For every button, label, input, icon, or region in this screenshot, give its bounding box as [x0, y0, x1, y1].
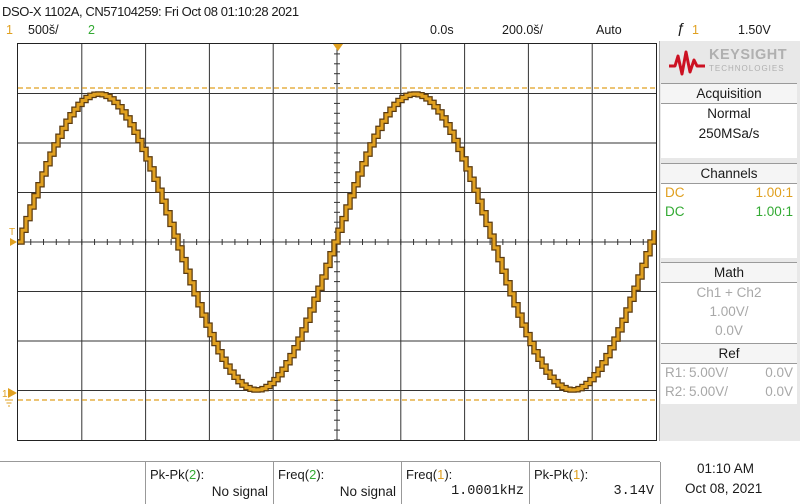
- math-section[interactable]: Math Ch1 + Ch2 1.00V/ 0.0V: [659, 262, 800, 342]
- ref-body: R1: 5.00V/ 0.0V R2: 5.00V/ 0.0V: [661, 364, 797, 404]
- measurement-pkpk-ch2[interactable]: Pk-Pk(2): No signal: [145, 462, 274, 504]
- brand-name: KEYSIGHT: [709, 47, 787, 63]
- trigger-level-marker-label: T: [9, 227, 15, 238]
- channels-section[interactable]: Channels DC 1.00:1 DC 1.00:1: [659, 163, 800, 258]
- ref-heading: Ref: [661, 343, 797, 364]
- measurement-label: Pk-Pk(1):: [534, 467, 588, 482]
- measurement-value: 3.14V: [613, 484, 654, 499]
- acquisition-body: Normal 250MSa/s: [661, 104, 797, 158]
- math-offset: 0.0V: [661, 323, 797, 338]
- ref-1-offset: 0.0V: [765, 365, 793, 380]
- trigger-edge-icon: ƒ: [677, 20, 685, 37]
- keysight-logo-icon: [667, 46, 707, 80]
- channel-1-coupling: DC: [665, 185, 685, 200]
- measurement-label: Freq(1):: [406, 467, 452, 482]
- math-scale: 1.00V/: [661, 304, 797, 319]
- trigger-level-marker-icon[interactable]: [10, 238, 17, 246]
- trigger-level[interactable]: 1.50V: [738, 23, 771, 37]
- channels-heading: Channels: [661, 163, 797, 184]
- channel-1-ground-marker-label: 1: [2, 389, 8, 400]
- channel-1-ground-marker-icon[interactable]: [8, 388, 17, 398]
- channel-2-coupling: DC: [665, 204, 685, 219]
- measurement-freq-ch2[interactable]: Freq(2): No signal: [273, 462, 402, 504]
- acquisition-heading: Acquisition: [661, 83, 797, 104]
- channel-1-probe: 1.00:1: [755, 185, 793, 200]
- acquisition-rate: 250MSa/s: [661, 126, 797, 141]
- ground-symbol-icon: [5, 400, 13, 406]
- measurement-label: Freq(2):: [278, 467, 324, 482]
- clock-time: 01:10 AM: [697, 461, 754, 476]
- measurement-value: No signal: [340, 484, 396, 499]
- math-heading: Math: [661, 262, 797, 283]
- trigger-source[interactable]: 1: [692, 23, 699, 37]
- acquisition-section[interactable]: Acquisition Normal 250MSa/s: [659, 83, 800, 158]
- measurement-label: Pk-Pk(2):: [150, 467, 204, 482]
- ref-1-label: R1:: [665, 365, 686, 380]
- channels-body: DC 1.00:1 DC 1.00:1: [661, 184, 797, 258]
- measurement-value: No signal: [212, 484, 268, 499]
- brand-subtitle: TECHNOLOGIES: [709, 64, 785, 73]
- math-expression: Ch1 + Ch2: [661, 285, 797, 300]
- ref-1-scale: 5.00V/: [689, 365, 728, 380]
- measurement-pkpk-ch1[interactable]: Pk-Pk(1): 3.14V: [529, 462, 661, 504]
- brand-logo: KEYSIGHT TECHNOLOGIES: [661, 44, 798, 82]
- clock-date: Oct 08, 2021: [685, 481, 762, 496]
- measurement-freq-ch1[interactable]: Freq(1): 1.0001kHz: [401, 462, 530, 504]
- ref-2-label: R2:: [665, 384, 686, 399]
- measurement-value: 1.0001kHz: [451, 484, 524, 499]
- ref-section[interactable]: Ref R1: 5.00V/ 0.0V R2: 5.00V/ 0.0V: [659, 343, 800, 403]
- channel-2-probe: 1.00:1: [755, 204, 793, 219]
- ref-2-scale: 5.00V/: [689, 384, 728, 399]
- ref-2-offset: 0.0V: [765, 384, 793, 399]
- trigger-position-marker-icon[interactable]: [333, 44, 343, 51]
- acquisition-mode: Normal: [661, 106, 797, 121]
- measurement-bar: Pk-Pk(2): No signal Freq(2): No signal F…: [0, 461, 660, 504]
- graticule-and-trace: T 1: [0, 0, 660, 461]
- math-body: Ch1 + Ch2 1.00V/ 0.0V: [661, 283, 797, 343]
